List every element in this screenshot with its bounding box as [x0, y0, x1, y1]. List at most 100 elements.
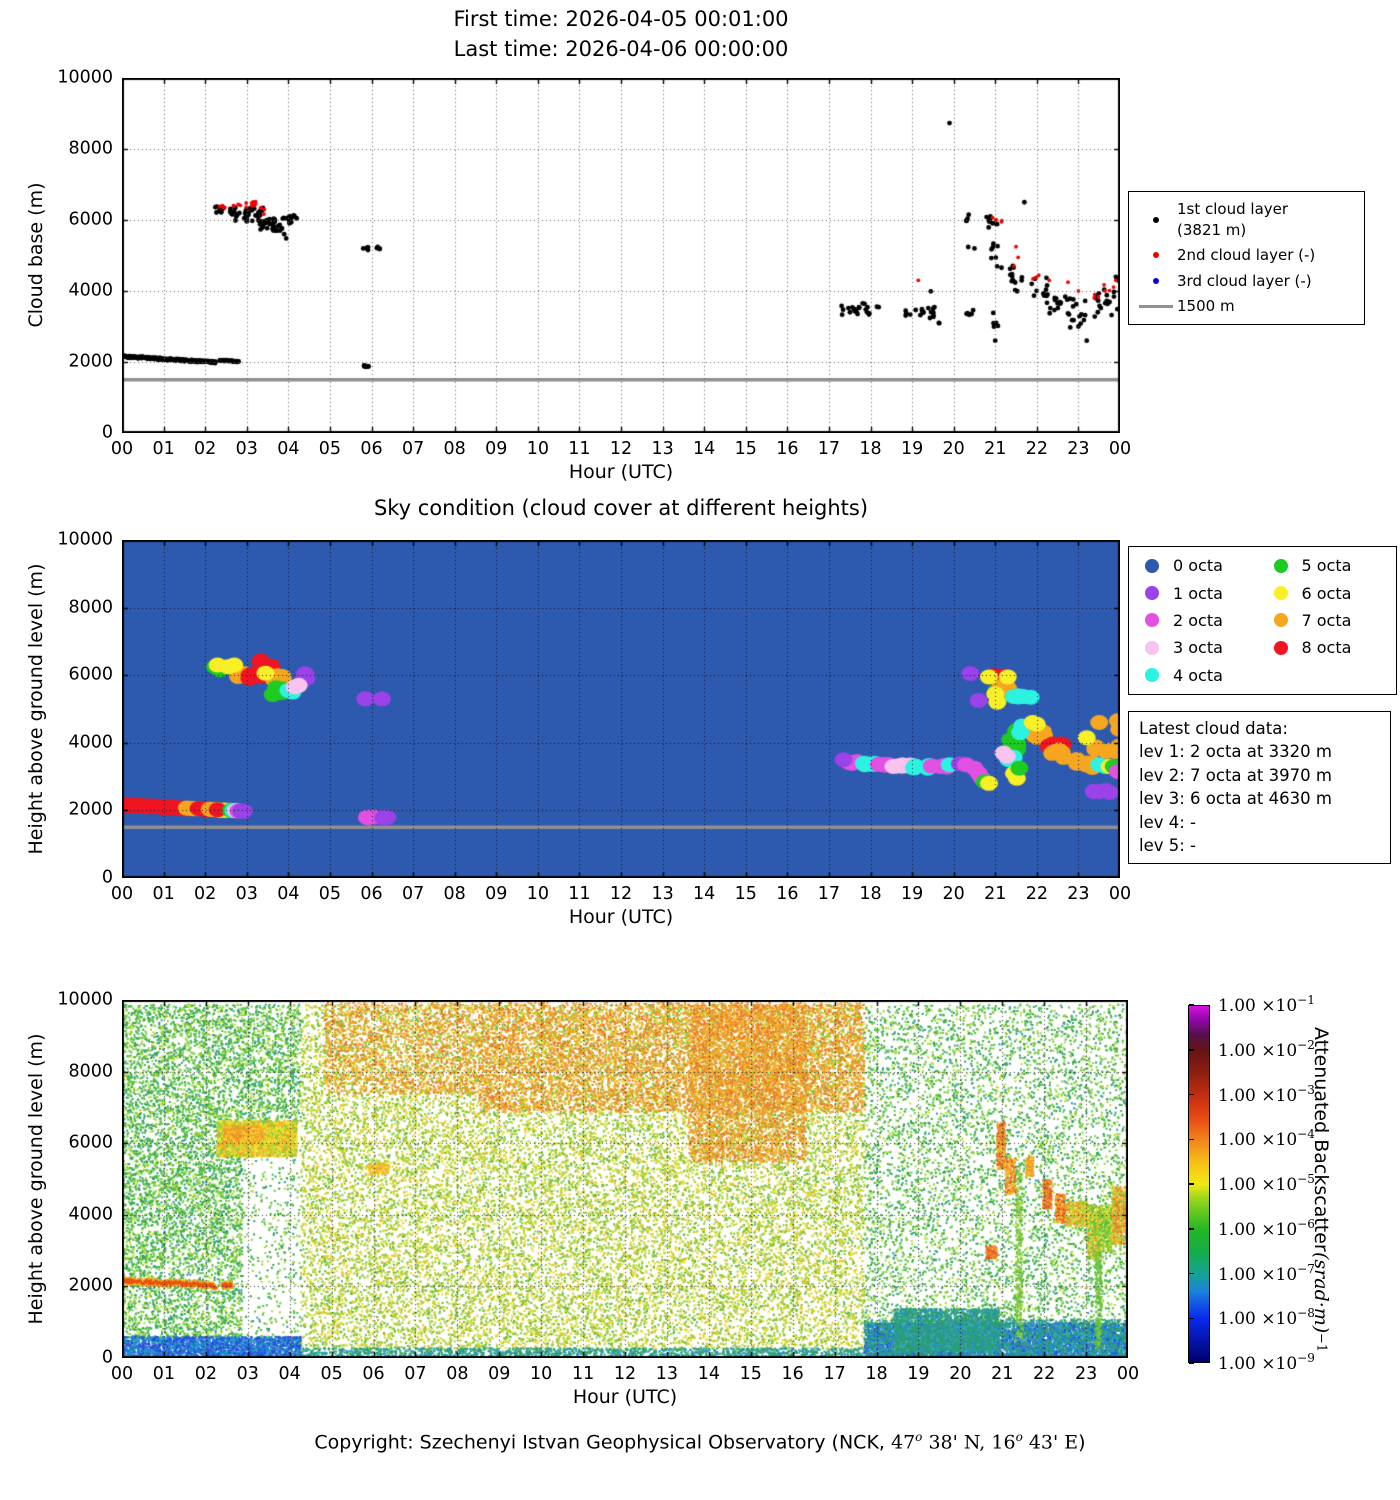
octa-dot-icon	[1145, 586, 1159, 601]
y-tick-label: 0	[101, 422, 113, 443]
colorbar-tick-label: 1.00 ×10−1	[1218, 993, 1315, 1016]
colorbar-tick-mark	[1189, 1183, 1194, 1185]
x-tick-label: 15	[734, 439, 757, 459]
x-tick-label: 09	[485, 439, 508, 459]
footer-superscript: o	[915, 1430, 923, 1444]
colorbar-tick-label: 1.00 ×10−5	[1218, 1172, 1315, 1195]
y-tick-label: 6000	[68, 209, 113, 230]
colorbar-tick-mark	[1189, 1317, 1194, 1319]
x-tick-label: 15	[739, 1364, 762, 1384]
x-tick-label: 05	[320, 1364, 343, 1384]
octa-dot-icon	[1145, 613, 1159, 628]
dot-icon	[1153, 252, 1159, 259]
octa-legend-label: 1 octa	[1173, 583, 1223, 603]
x-tick-label: 02	[194, 439, 217, 459]
hour-axis-label-middle: Hour (UTC)	[568, 906, 674, 928]
latest-cloud-line: lev 2: 7 octa at 3970 m	[1139, 765, 1332, 785]
x-tick-label: 08	[443, 439, 466, 459]
x-tick-label: 17	[817, 439, 841, 459]
octa-legend-label: 2 octa	[1173, 610, 1223, 630]
colorbar-tick-mark	[1189, 1272, 1194, 1275]
x-tick-label: 21	[984, 884, 1007, 904]
x-tick-label: 11	[571, 1364, 595, 1384]
colorbar-tick-mark	[1189, 1138, 1194, 1140]
colorbar-tick-label: 1.00 ×10−7	[1218, 1261, 1315, 1285]
legend-label-line: (3821 m)	[1177, 220, 1247, 239]
y-tick-label: 4000	[68, 732, 113, 753]
octa-legend-label: 0 octa	[1173, 556, 1223, 576]
latest-cloud-data-box: Latest cloud data: lev 1: 2 octa at 3320 …	[1128, 711, 1391, 864]
cloud-base-scatter-canvas	[122, 78, 1120, 433]
latest-cloud-line: lev 3: 6 octa at 4630 m	[1139, 789, 1332, 809]
x-tick-label: 15	[734, 884, 757, 904]
footer-text-segment: 47	[890, 1431, 916, 1454]
x-tick-label: 07	[401, 439, 425, 459]
octa-dot-icon	[1273, 558, 1288, 573]
x-tick-label: 06	[362, 1364, 385, 1384]
legend-item-label: 3rd cloud layer (-)	[1177, 271, 1312, 291]
octa-legend-label: 3 octa	[1173, 638, 1223, 658]
y-tick-label: 4000	[68, 1204, 113, 1225]
footer-text-segment: 43' E	[1022, 1431, 1079, 1454]
y-tick-label: 6000	[68, 664, 113, 685]
x-tick-label: 22	[1025, 884, 1048, 904]
x-tick-label: 07	[404, 1364, 427, 1384]
x-tick-label: 17	[817, 884, 841, 904]
x-tick-label: 02	[194, 884, 217, 904]
dot-marker	[1135, 277, 1177, 284]
colorbar-tick-mark	[1189, 1049, 1194, 1051]
colorbar-tick-mark	[1189, 1093, 1194, 1096]
legend-item: 1500 m	[1135, 296, 1358, 316]
octa-legend-label: 5 octa	[1301, 556, 1352, 576]
y-tick-label: 10000	[57, 989, 113, 1010]
y-tick-label: 8000	[68, 597, 113, 618]
y-tick-label: 8000	[68, 1061, 113, 1082]
octa-legend-label: 4 octa	[1173, 665, 1223, 685]
x-tick-label: 14	[693, 439, 716, 459]
x-tick-label: 01	[152, 884, 175, 904]
y-tick-label: 2000	[68, 799, 113, 820]
octa-legend-item: 8 octa	[1266, 634, 1395, 661]
octa-legend-item: 4 octa	[1137, 662, 1266, 689]
y-tick-label: 2000	[68, 1275, 113, 1296]
octa-dot-icon	[1273, 613, 1288, 628]
y-tick-label: 10000	[57, 67, 113, 88]
x-tick-label: 07	[401, 884, 425, 904]
colorbar-tick-mark	[1189, 1362, 1194, 1364]
legend-label-line: 1500 m	[1177, 297, 1235, 316]
octa-legend-item: 3 octa	[1137, 634, 1266, 661]
colorbar-label: Attenuated Backscatter (srad·m) −1	[1310, 1027, 1332, 1353]
x-tick-label: 12	[613, 1364, 637, 1384]
x-tick-label: 00	[1116, 1364, 1140, 1384]
x-tick-label: 18	[865, 1364, 888, 1384]
x-tick-label: 17	[823, 1364, 846, 1384]
footer-superscript: o	[1015, 1430, 1023, 1444]
colorbar-tick-label: 1.00 ×10−8	[1218, 1306, 1315, 1330]
x-tick-label: 20	[949, 1364, 972, 1384]
footer-text-segment: )	[1078, 1431, 1086, 1454]
legend-item-label: 1st cloud layer (3821 m)	[1177, 199, 1288, 240]
colorbar-tick-label: 1.00 ×10−6	[1218, 1216, 1315, 1240]
x-tick-label: 14	[697, 1364, 720, 1384]
x-tick-label: 06	[360, 439, 383, 459]
legend-label-line: 1st cloud layer	[1177, 200, 1289, 219]
x-tick-label: 14	[693, 884, 716, 904]
octa-legend-item: 7 octa	[1266, 607, 1395, 634]
octa-legend-label: 6 octa	[1301, 583, 1352, 603]
x-tick-label: 09	[488, 1364, 511, 1384]
x-tick-label: 03	[235, 884, 258, 904]
dot-marker	[1135, 252, 1177, 259]
x-tick-label: 00	[110, 884, 134, 904]
x-tick-label: 16	[776, 884, 799, 904]
octa-legend-item: 5 octa	[1266, 552, 1395, 579]
x-tick-label: 21	[984, 439, 1007, 459]
line-marker	[1135, 305, 1177, 308]
dot-icon	[1153, 216, 1159, 223]
x-tick-label: 13	[655, 1364, 679, 1384]
x-tick-label: 09	[485, 884, 508, 904]
y-tick-label: 0	[101, 867, 113, 888]
x-tick-label: 18	[859, 884, 882, 904]
latest-cloud-line: lev 1: 2 octa at 3320 m	[1139, 742, 1332, 762]
backscatter-canvas	[122, 1000, 1128, 1358]
x-tick-label: 01	[152, 439, 175, 459]
